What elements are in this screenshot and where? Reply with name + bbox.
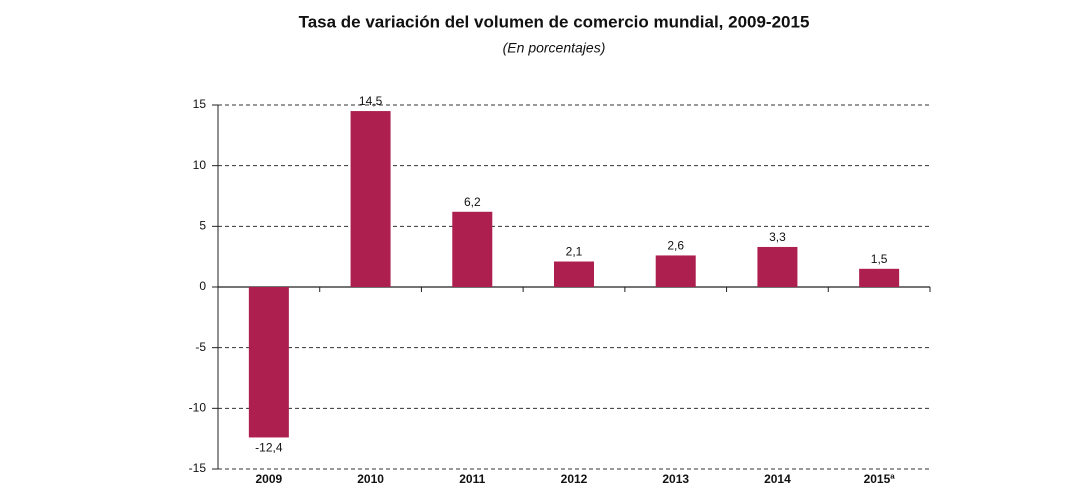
data-label: 6,2 (464, 195, 481, 209)
data-label: 14,5 (359, 94, 383, 108)
x-tick-label: 2013 (662, 472, 689, 486)
y-tick-label: 5 (199, 219, 206, 233)
chart-subtitle: (En porcentajes) (503, 40, 606, 56)
data-label: 2,1 (566, 245, 583, 259)
bar (350, 111, 391, 287)
bar (554, 261, 594, 287)
bar (859, 268, 900, 287)
data-label: 2,6 (667, 239, 684, 253)
y-tick-label: 10 (193, 158, 207, 172)
chart-title: Tasa de variación del volumen de comerci… (299, 12, 810, 31)
x-tick-label: 2011 (459, 472, 485, 486)
x-tick-label: 2015ª (864, 472, 896, 486)
bar (655, 255, 696, 287)
x-tick-label: 2009 (256, 472, 283, 486)
y-tick-label: 0 (199, 279, 206, 293)
x-tick-label: 2010 (357, 472, 384, 486)
y-tick-label: 15 (193, 97, 207, 111)
bar (757, 246, 798, 287)
x-tick-label: 2014 (764, 472, 791, 486)
x-tick-label: 2012 (561, 472, 588, 486)
data-label: 1,5 (871, 252, 888, 266)
y-tick-label: -15 (189, 461, 207, 475)
data-label: -12,4 (255, 441, 283, 455)
data-label: 3,3 (769, 230, 786, 244)
y-tick-label: -5 (195, 340, 206, 354)
y-tick-label: -10 (189, 401, 207, 415)
bar (452, 211, 493, 287)
bar (248, 287, 289, 438)
